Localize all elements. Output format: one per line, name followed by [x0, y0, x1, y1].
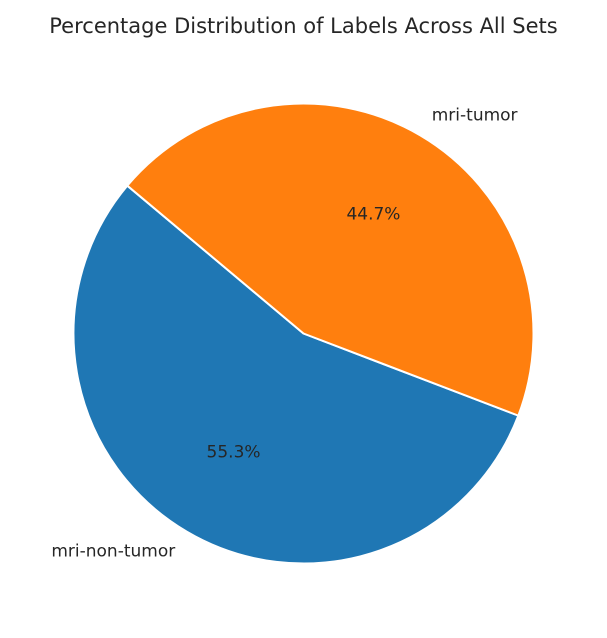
- pie-labels: mri-non-tumor 55.3% mri-tumor 44.7%: [51, 105, 517, 561]
- pct-label-mri-non-tumor: 55.3%: [207, 442, 261, 462]
- pie-slice-mri-non-tumor: [72, 184, 520, 565]
- pie-slice-mri-tumor: [126, 102, 535, 417]
- pie-slices: [72, 102, 535, 565]
- chart-title: Percentage Distribution of Labels Across…: [49, 14, 557, 38]
- pct-label-mri-tumor: 44.7%: [346, 205, 400, 225]
- slice-label-mri-tumor: mri-tumor: [432, 105, 518, 125]
- slice-label-mri-non-tumor: mri-non-tumor: [51, 542, 175, 562]
